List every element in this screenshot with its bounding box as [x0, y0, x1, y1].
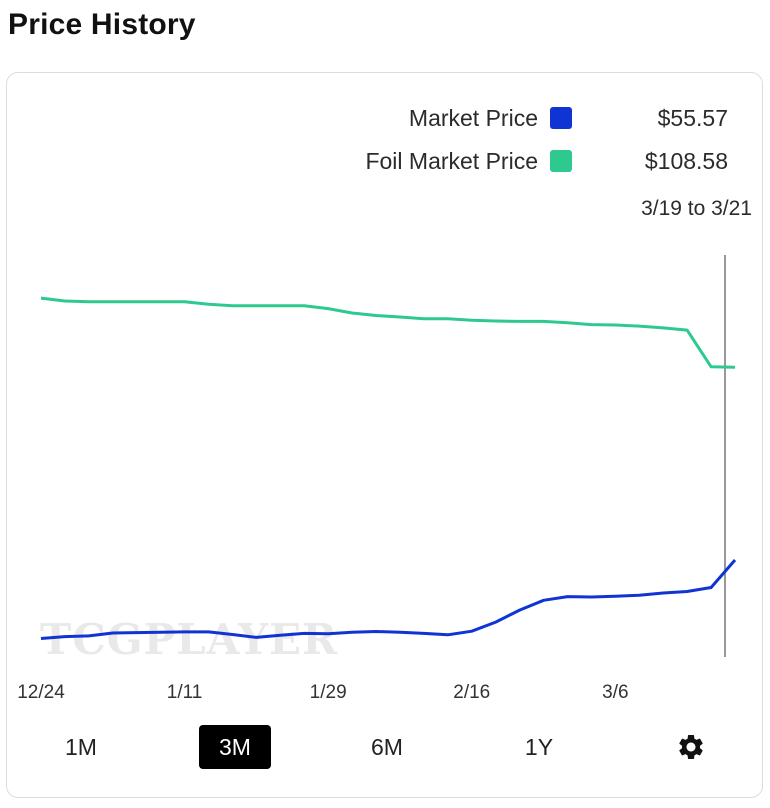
- x-tick-label: 12/24: [17, 682, 65, 703]
- x-tick-label: 3/6: [602, 682, 628, 703]
- legend-label: Foil Market Price: [365, 147, 538, 174]
- range-buttons: 1M 3M 6M 1Y: [7, 723, 764, 773]
- legend-foil-market-price: Foil Market Price $108.58: [365, 146, 728, 176]
- legend-label: Market Price: [408, 104, 538, 131]
- legend-market-price: Market Price $55.57: [409, 103, 728, 133]
- range-button-3m[interactable]: 3M: [199, 725, 271, 769]
- series-line-market-price: [40, 559, 737, 640]
- price-history-card: Market Price $55.57 Foil Market Price $1…: [6, 72, 763, 798]
- range-button-1m[interactable]: 1M: [65, 733, 97, 760]
- price-chart[interactable]: 12/24 1/11 1/29 2/16 3/6: [7, 73, 764, 713]
- x-tick-label: 1/29: [310, 682, 347, 703]
- hover-date-range: 3/19 to 3/21: [641, 197, 752, 220]
- legend-swatch: [550, 107, 572, 129]
- x-tick-label: 1/11: [167, 682, 203, 703]
- series-line-foil-market-price: [40, 296, 736, 369]
- range-button-6m[interactable]: 6M: [371, 733, 403, 760]
- legend-swatch: [550, 150, 572, 172]
- watermark-logo: TCGPLAYER: [40, 615, 339, 664]
- range-button-1y[interactable]: 1Y: [524, 733, 554, 760]
- legend-value: $55.57: [657, 104, 728, 131]
- page-title: Price History: [8, 8, 196, 41]
- legend-value: $108.58: [644, 147, 728, 174]
- x-tick-label: 2/16: [453, 682, 490, 703]
- gear-icon: [679, 735, 703, 759]
- settings-button[interactable]: [673, 729, 709, 765]
